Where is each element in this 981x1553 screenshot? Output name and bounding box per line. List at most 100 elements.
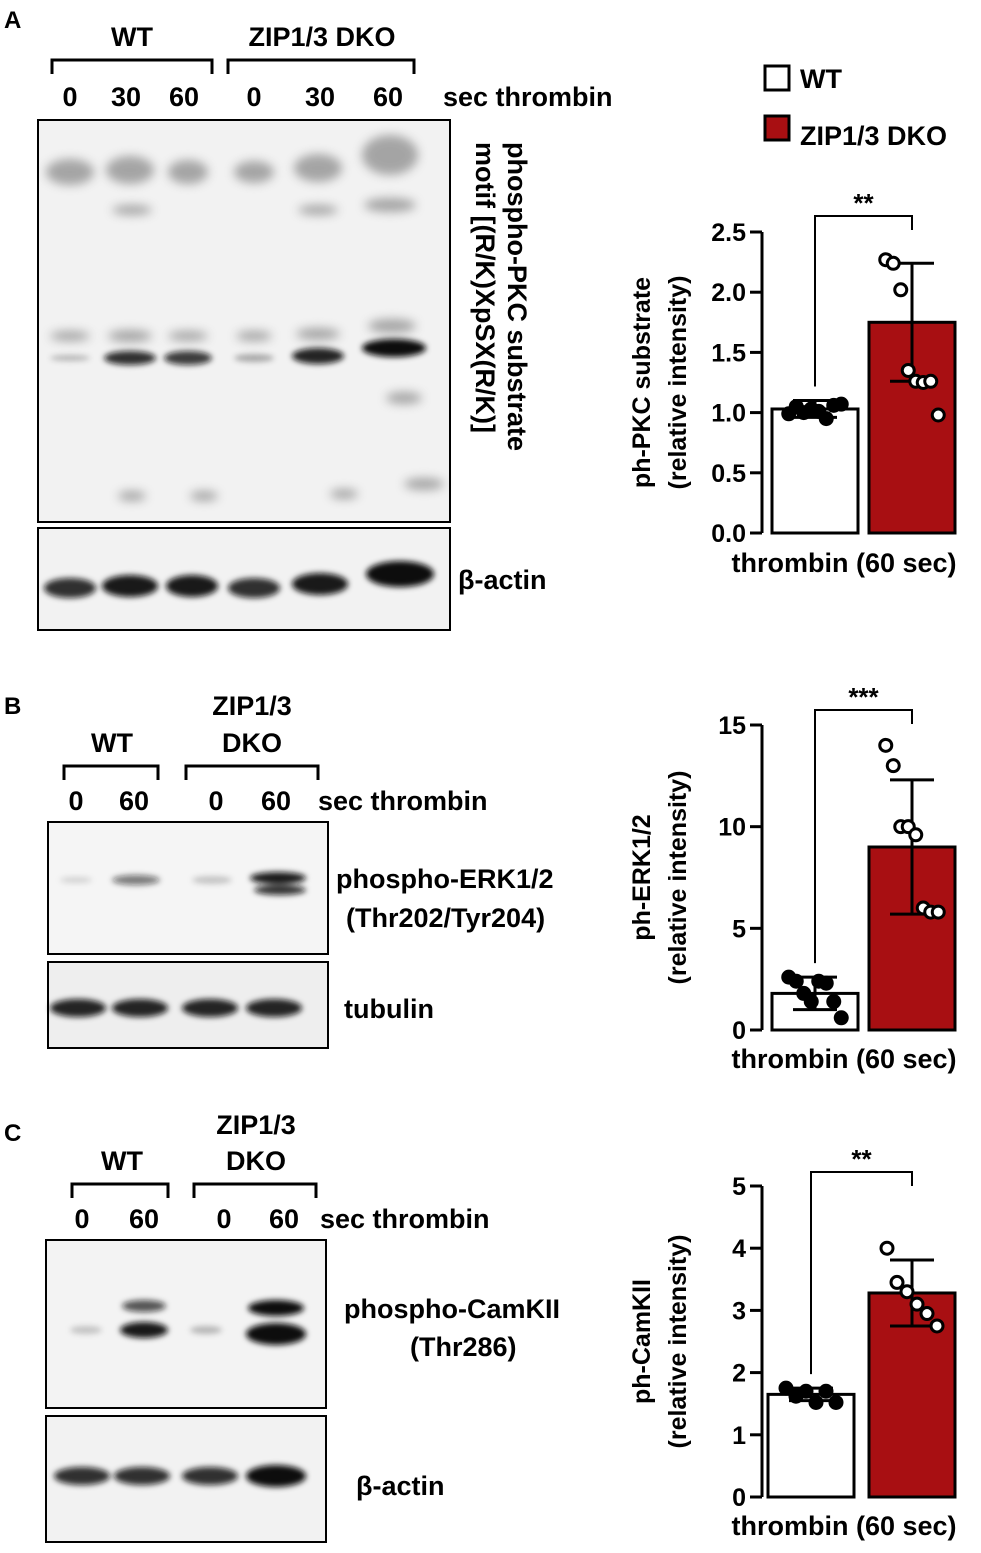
chart-b-y-tick-label: 15 xyxy=(718,712,746,740)
panel-a-blot-label-line1: phospho-PKC substrate xyxy=(502,142,532,451)
panel-c-bracket-dko xyxy=(192,1182,318,1198)
panel-c-bracket-wt xyxy=(70,1182,170,1198)
panel-c-group-dko-line2: DKO xyxy=(226,1146,286,1176)
legend-dko-label: ZIP1/3 DKO xyxy=(800,121,947,151)
chart-a-y-label-line2: (relative intensity) xyxy=(664,276,692,490)
panel-a-bracket-wt xyxy=(50,58,214,74)
chart-a-x-label: thrombin (60 sec) xyxy=(731,548,956,578)
panel-c-group-wt: WT xyxy=(101,1146,143,1176)
panel-a-lane-5: 30 xyxy=(305,82,335,112)
panel-a: A WT ZIP1/3 DKO 0 30 60 0 30 60 sec thro… xyxy=(4,7,957,631)
legend-wt-label: WT xyxy=(800,64,842,94)
chart-c-x-label: thrombin (60 sec) xyxy=(731,1511,956,1541)
panel-b-bracket-wt xyxy=(62,764,160,780)
panel-c-group-dko-line1: ZIP1/3 xyxy=(216,1110,296,1140)
panel-a-loading-blot xyxy=(37,527,451,631)
panel-a-blot-label-line2: motif [(R/K)XpSX(R/K)] xyxy=(470,142,500,433)
chart-c-point-dko xyxy=(899,1284,915,1300)
chart-c-y-tick-label: 4 xyxy=(732,1235,746,1263)
chart-a-point-dko xyxy=(893,282,909,298)
chart-b-y-tick-label: 0 xyxy=(732,1017,746,1045)
panel-c-lane-3: 0 xyxy=(216,1204,231,1234)
chart-b-point-wt xyxy=(818,975,834,991)
chart-c: 0 1 2 3 4 5 ph-CamKII (relative intensity) throm… xyxy=(628,1144,957,1541)
chart-c-y-tick-label: 1 xyxy=(732,1422,746,1450)
chart-b-y-label-line1: ph-ERK1/2 xyxy=(628,814,656,940)
panel-c-letter: C xyxy=(4,1120,21,1147)
chart-b-point-dko xyxy=(908,827,924,843)
panel-c-lane-2: 60 xyxy=(129,1204,159,1234)
chart-a-point-dko xyxy=(923,373,939,389)
chart-c-y-tick-label: 3 xyxy=(732,1297,746,1325)
panel-a-bracket-dko xyxy=(226,58,416,74)
chart-b-point-wt xyxy=(803,994,819,1010)
chart-a-bar-wt xyxy=(770,407,860,535)
chart-a-point-wt xyxy=(818,411,834,427)
chart-c-bar-wt xyxy=(766,1392,856,1499)
panel-b-letter: B xyxy=(4,693,21,720)
chart-c-point-wt xyxy=(818,1383,834,1399)
chart-a-y-tick-label: 2.0 xyxy=(711,279,746,307)
panel-c-loading-label: β-actin xyxy=(356,1471,445,1501)
chart-a-significance-label: ** xyxy=(853,188,874,218)
panel-b-lanes-unit: sec thrombin xyxy=(318,786,488,816)
panel-b-group-dko-line2: DKO xyxy=(222,728,282,758)
chart-a-y-tick-label: 1.5 xyxy=(711,339,746,367)
legend-dko-swatch xyxy=(763,114,791,142)
panel-b-blot-label-line1: phospho-ERK1/2 xyxy=(336,864,554,894)
chart-a-point-dko xyxy=(885,255,901,271)
chart-c-y-tick-label: 5 xyxy=(732,1173,746,1201)
chart-b-y-tick-label: 10 xyxy=(718,814,746,842)
chart-c-point-dko xyxy=(889,1274,905,1290)
panel-b: B WT ZIP1/3 DKO 0 60 0 60 sec thrombin xyxy=(4,682,957,1074)
chart-a-y-tick-label: 0.0 xyxy=(711,520,746,548)
chart-c-y-tick-label: 2 xyxy=(732,1360,746,1388)
panel-a-lane-6: 60 xyxy=(373,82,403,112)
chart-a-y-tick-label: 2.5 xyxy=(711,219,746,247)
chart-c-y-tick-label: 0 xyxy=(732,1484,746,1512)
panel-c-lanes-unit: sec thrombin xyxy=(320,1204,490,1234)
panel-a-letter: A xyxy=(4,7,21,34)
panel-c: C WT ZIP1/3 DKO 0 60 0 60 sec thrombin xyxy=(4,1110,957,1543)
panel-a-lane-4: 0 xyxy=(246,82,261,112)
chart-b-point-dko xyxy=(930,904,946,920)
chart-b: 0 5 10 15 ph-ERK1/2 (relative intensity) throm… xyxy=(628,682,957,1074)
panel-b-lane-3: 0 xyxy=(208,786,223,816)
chart-a-point-wt xyxy=(833,396,849,412)
chart-b-point-dko xyxy=(885,758,901,774)
panel-b-lane-2: 60 xyxy=(119,786,149,816)
panel-c-blot-label-line2: (Thr286) xyxy=(410,1332,517,1362)
chart-b-point-wt xyxy=(833,1010,849,1026)
chart-a-y-tick-label: 1.0 xyxy=(711,400,746,428)
legend-wt-swatch xyxy=(763,64,791,92)
chart-c-point-wt xyxy=(828,1394,844,1410)
chart-a: 0.0 0.5 1.0 1.5 2.0 2.5 ph-PKC substrate (relat… xyxy=(628,188,957,578)
panel-c-loading-blot xyxy=(45,1415,327,1543)
chart-c-point-wt xyxy=(808,1394,824,1410)
panel-c-lane-1: 0 xyxy=(74,1204,89,1234)
panel-a-loading-label: β-actin xyxy=(458,565,547,595)
panel-b-lane-1: 0 xyxy=(68,786,83,816)
chart-a-significance-bracket xyxy=(814,215,913,387)
chart-a-y-tick-label: 0.5 xyxy=(711,460,746,488)
chart-b-y-tick-label: 5 xyxy=(732,915,746,943)
panel-a-blot xyxy=(37,119,451,523)
panel-b-group-wt: WT xyxy=(91,728,133,758)
panel-a-group-dko: ZIP1/3 DKO xyxy=(248,22,395,52)
chart-c-significance-bracket xyxy=(810,1171,913,1375)
panel-b-blot-label-line2: (Thr202/Tyr204) xyxy=(346,903,545,933)
chart-c-point-wt xyxy=(778,1380,794,1396)
chart-b-point-dko xyxy=(878,737,894,753)
panel-c-lane-4: 60 xyxy=(269,1204,299,1234)
panel-c-blot-label-line1: phospho-CamKII xyxy=(344,1294,560,1324)
panel-a-lanes-unit: sec thrombin xyxy=(443,82,613,112)
chart-b-x-label: thrombin (60 sec) xyxy=(731,1044,956,1074)
chart-c-y-label-line2: (relative intensity) xyxy=(664,1235,692,1449)
chart-c-point-dko xyxy=(919,1306,935,1322)
panel-a-lane-3: 60 xyxy=(169,82,199,112)
chart-b-point-wt xyxy=(826,994,842,1010)
chart-c-significance-label: ** xyxy=(851,1144,872,1174)
chart-b-significance-bracket xyxy=(814,709,913,964)
chart-a-point-dko xyxy=(900,362,916,378)
chart-c-point-dko xyxy=(879,1240,895,1256)
